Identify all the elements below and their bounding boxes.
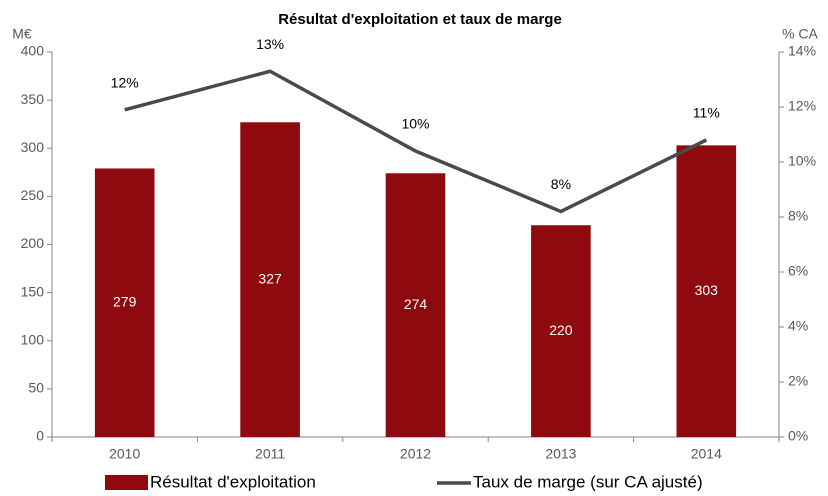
y-tick-label: 100 <box>21 331 45 347</box>
bar <box>385 173 446 437</box>
bar-label: 220 <box>549 322 573 338</box>
y-tick-label: 200 <box>21 235 45 251</box>
legend-label: Taux de marge (sur CA ajusté) <box>473 472 703 491</box>
y2-tick-label: 6% <box>788 263 808 279</box>
y2-tick-label: 2% <box>788 373 808 389</box>
bar-label: 327 <box>258 270 282 286</box>
y2-tick-label: 14% <box>788 43 816 59</box>
bar-label: 279 <box>113 293 137 309</box>
legend-swatch <box>105 475 148 490</box>
y2-tick-label: 12% <box>788 98 816 114</box>
y-tick-label: 400 <box>21 43 45 59</box>
x-tick-label: 2013 <box>545 446 576 462</box>
line <box>124 69 708 214</box>
y2-tick-label: 10% <box>788 153 816 169</box>
bar <box>94 168 155 437</box>
line-label: 11% <box>693 105 720 121</box>
line-label: 10% <box>401 116 429 132</box>
x-tick-label: 2014 <box>691 446 722 462</box>
x-tick-label: 2010 <box>109 446 140 462</box>
y2-tick-label: 4% <box>788 318 808 334</box>
line-label: 12% <box>111 74 139 90</box>
y-tick-label: 350 <box>21 91 45 107</box>
y2-tick-label: 8% <box>788 208 808 224</box>
line-label: 8% <box>551 176 571 192</box>
y-tick-label: 250 <box>21 187 45 203</box>
y2-tick-label: 0% <box>788 428 808 444</box>
bar-label: 274 <box>404 296 428 312</box>
chart-title: Résultat d'exploitation et taux de marge <box>278 11 562 28</box>
y-tick-label: 300 <box>21 139 45 155</box>
line-label: 13% <box>256 36 284 52</box>
x-tick-label: 2012 <box>400 446 431 462</box>
y-tick-label: 50 <box>28 380 44 396</box>
x-tick-label: 2011 <box>255 446 285 462</box>
bar <box>531 225 591 437</box>
y2-axis-title: % CA <box>782 26 818 42</box>
bar <box>240 122 300 437</box>
legend-label: Résultat d'exploitation <box>150 472 316 491</box>
bar-label: 303 <box>695 282 719 298</box>
bar <box>676 145 737 438</box>
y-axis-title: M€ <box>12 26 32 42</box>
y-tick-label: 150 <box>21 283 45 299</box>
y-tick-label: 0 <box>36 428 44 444</box>
